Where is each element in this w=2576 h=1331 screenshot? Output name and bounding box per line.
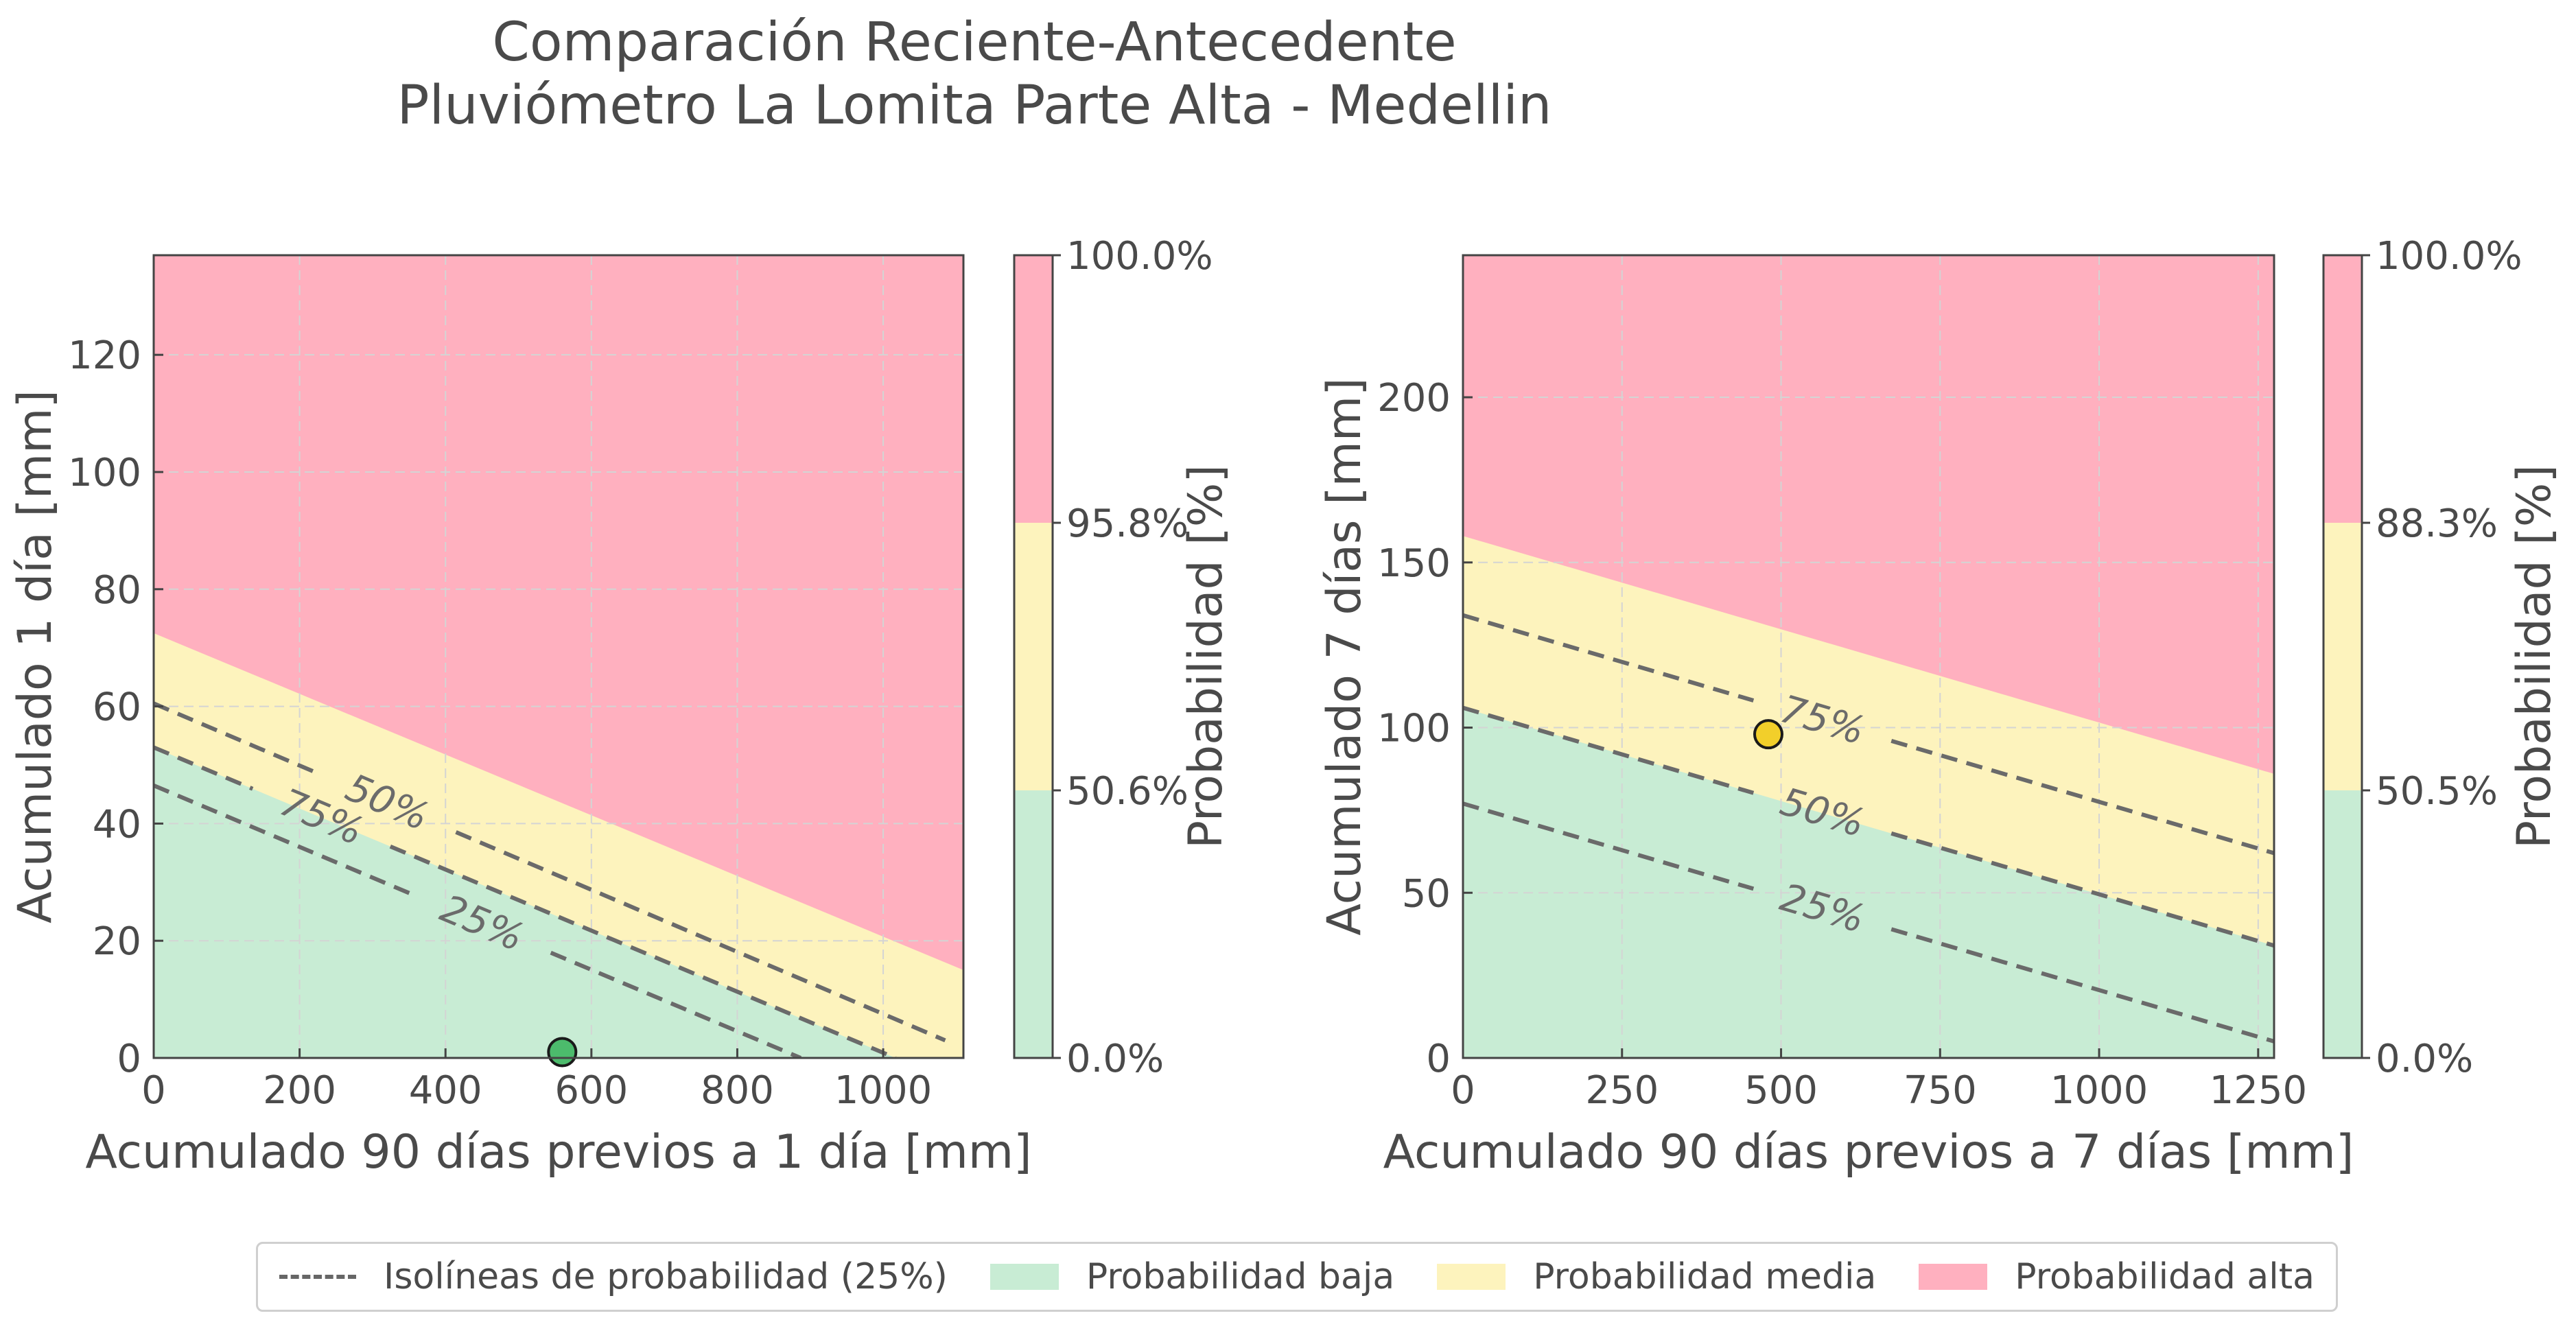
legend-item-low: Probabilidad baja (990, 1256, 1394, 1297)
figure-subtitle: Pluviómetro La Lomita Parte Alta - Medel… (397, 75, 1552, 137)
x-tick-label: 1250 (2210, 1068, 2308, 1113)
x-tick-label: 800 (701, 1068, 774, 1113)
x-tick-label: 200 (263, 1068, 336, 1113)
colorbar-frame (1013, 254, 1054, 1059)
current-point-marker (1753, 719, 1783, 750)
figure-title: Comparación Reciente-Antecedente (492, 12, 1456, 73)
plot-frame (1462, 254, 2275, 1059)
colorbar-label: Probabilidad [%] (1179, 464, 1233, 849)
legend-swatch-medium (1437, 1264, 1506, 1290)
legend-item-isolines: Isolíneas de probabilidad (25%) (279, 1256, 948, 1297)
legend-item-high: Probabilidad alta (1919, 1256, 2315, 1297)
isoline (455, 830, 946, 1043)
colorbar-segment-high (2323, 255, 2362, 523)
colorbar-segment-medium (1014, 523, 1053, 790)
colorbar-segment-high (1014, 255, 1053, 523)
colorbar-tick-label: 0.0% (1066, 1037, 1164, 1081)
current-point-marker (547, 1037, 578, 1068)
colorbar-tick-label: 100.0% (2376, 234, 2522, 279)
y-tick-label: 200 (1377, 376, 1451, 421)
isoline (154, 784, 414, 897)
legend: Isolíneas de probabilidad (25%) Probabil… (256, 1242, 2338, 1312)
legend-label-low: Probabilidad baja (1086, 1256, 1395, 1297)
colorbar-tick-label: 100.0% (1066, 234, 1213, 279)
y-tick-label: 40 (93, 802, 141, 847)
x-tick-label: 0 (1451, 1068, 1475, 1113)
legend-item-medium: Probabilidad media (1437, 1256, 1876, 1297)
colorbar-frame (2322, 254, 2363, 1059)
legend-label-isolines: Isolíneas de probabilidad (25%) (383, 1256, 948, 1297)
chart-right: 25%50%75%0 250 500 750 1000 1250050100150200A… (1318, 234, 2562, 1179)
y-tick-label: 80 (93, 568, 141, 613)
x-tick-label: 750 (1904, 1068, 1977, 1113)
legend-swatch-high (1919, 1264, 1988, 1290)
colorbar-tick-label: 0.0% (2376, 1037, 2473, 1081)
plot-area: 25%50%75% (1463, 255, 2274, 1058)
x-tick-label: 400 (409, 1068, 482, 1113)
isoline (550, 950, 802, 1058)
isoline (389, 844, 897, 1058)
x-tick-label: 0 (141, 1068, 166, 1113)
plot-frame (152, 254, 965, 1059)
isoline (1890, 739, 2274, 856)
y-axis-label: Acumulado 7 días [mm] (1318, 377, 1372, 935)
y-tick-label: 100 (1377, 707, 1451, 751)
region-high (154, 255, 963, 970)
colorbar-segment-low (2323, 790, 2362, 1058)
chart-left: 25%50%75% 0 200 400 600 800 1000 0 20 40 60 80 100 12… (8, 234, 1233, 1179)
isoline (154, 745, 254, 791)
colorbar-label: Probabilidad [%] (2507, 464, 2562, 849)
x-tick-label: 1000 (834, 1068, 933, 1113)
colorbar-tick-label: 95.8% (1066, 502, 1189, 546)
x-axis-label: Acumulado 90 días previos a 7 días [mm] (1383, 1125, 2354, 1179)
y-axis-label: Acumulado 1 día [mm] (8, 390, 62, 923)
colorbar-tick-label: 88.3% (2376, 502, 2498, 546)
colorbar-tick-label: 50.6% (1066, 769, 1189, 814)
isoline (154, 701, 320, 776)
x-tick-label: 250 (1585, 1068, 1659, 1113)
isoline (1890, 927, 2274, 1044)
colorbar-segment-medium (2323, 523, 2362, 790)
legend-isoline-marker (279, 1275, 356, 1279)
x-tick-label: 1000 (2050, 1068, 2148, 1113)
y-tick-label: 50 (1402, 871, 1451, 916)
x-axis-label: Acumulado 90 días previos a 1 día [mm] (85, 1125, 1031, 1179)
y-tick-label: 100 (68, 451, 141, 495)
y-tick-label: 0 (1426, 1037, 1451, 1081)
y-tick-label: 120 (68, 333, 141, 378)
legend-label-medium: Probabilidad media (1533, 1256, 1877, 1297)
colorbar-segment-low (1014, 790, 1053, 1058)
y-tick-label: 0 (117, 1037, 141, 1081)
legend-label-high: Probabilidad alta (2015, 1256, 2315, 1297)
colorbar-tick-label: 50.5% (2376, 769, 2498, 814)
legend-swatch-low (990, 1264, 1059, 1290)
isoline (1890, 831, 2274, 948)
y-tick-label: 60 (93, 685, 141, 730)
x-tick-label: 600 (554, 1068, 628, 1113)
x-tick-label: 500 (1744, 1068, 1818, 1113)
plot-area: 25%50%75% (154, 255, 963, 1058)
region-high (1463, 255, 2274, 774)
y-tick-label: 20 (93, 919, 141, 964)
y-tick-label: 150 (1377, 541, 1451, 586)
